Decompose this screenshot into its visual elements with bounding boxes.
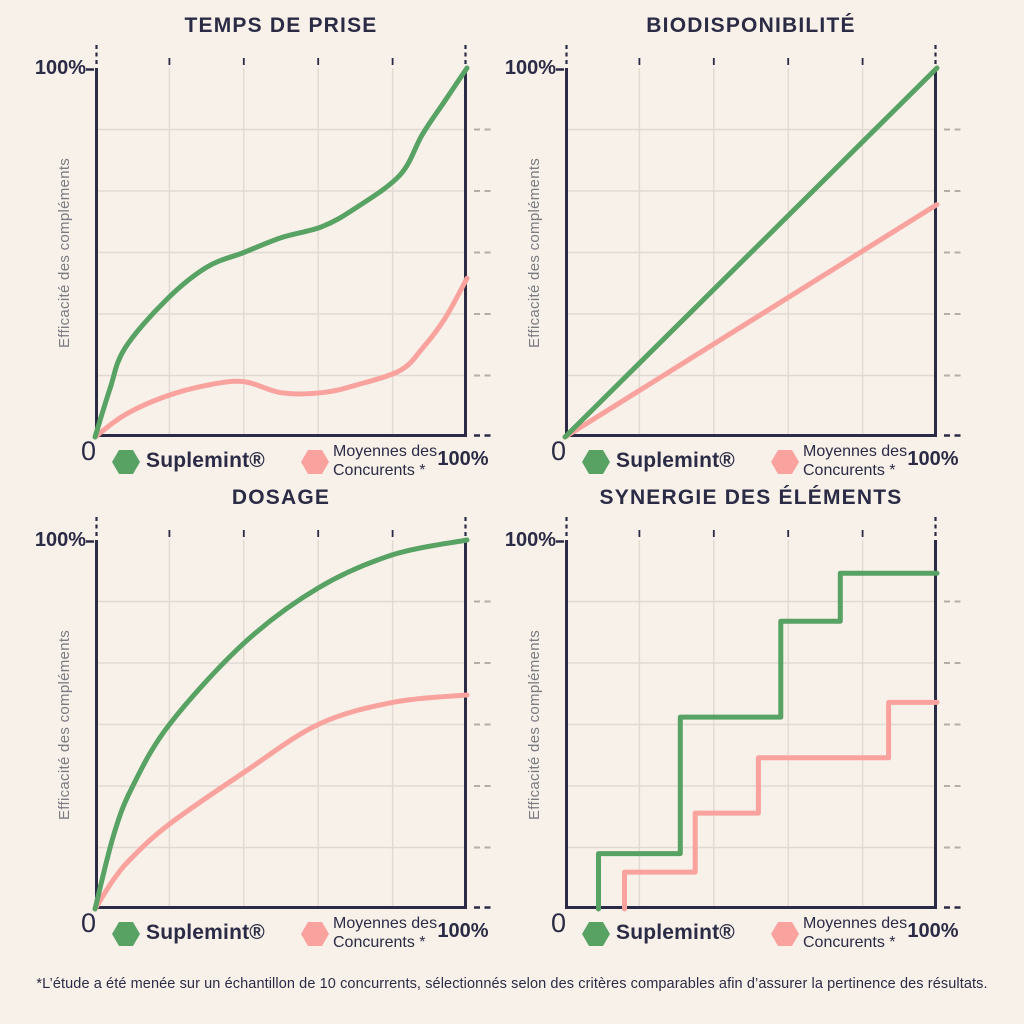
y-axis-max-label: 100% — [34, 57, 86, 79]
x-axis-max-label: 100% — [907, 920, 959, 942]
plot-area — [86, 45, 492, 440]
competitors-hexagon-icon — [301, 922, 329, 946]
chart-title: DOSAGE — [231, 486, 331, 509]
legend-suplemint-label: Suplemint® — [616, 921, 735, 944]
x-axis-max-label: 100% — [437, 448, 489, 470]
footnote: *L’étude a été menée sur un échantillon … — [36, 976, 988, 992]
plot-area — [556, 45, 962, 440]
origin-label: 0 — [80, 908, 96, 938]
legend-competitors-label: Moyennes des Concurents * — [333, 443, 438, 479]
legend-suplemint-label: Suplemint® — [146, 921, 265, 944]
chart-block: DOSAGE 100% Efficacité des compléments 0… — [0, 472, 512, 964]
competitors-hexagon-icon — [771, 922, 799, 946]
suplemint-hexagon-icon — [112, 450, 140, 474]
plot-area — [86, 517, 492, 912]
plot-area — [556, 517, 962, 912]
chart-block: TEMPS DE PRISE 100% Efficacité des compl… — [0, 0, 512, 492]
chart-title: SYNERGIE DES ÉLÉMENTS — [599, 486, 903, 509]
chart-title: BIODISPONIBILITÉ — [646, 14, 856, 37]
suplemint-hexagon-icon — [582, 450, 610, 474]
x-axis-max-label: 100% — [907, 448, 959, 470]
x-axis-max-label: 100% — [437, 920, 489, 942]
legend-competitors-label: Moyennes des Concurents * — [803, 915, 908, 951]
y-axis-title: Efficacité des compléments — [526, 157, 543, 349]
suplemint-hexagon-icon — [582, 922, 610, 946]
y-axis-max-label: 100% — [34, 529, 86, 551]
y-axis-title: Efficacité des compléments — [56, 629, 73, 821]
legend-competitors-label: Moyennes des Concurents * — [803, 443, 908, 479]
legend-competitors-label: Moyennes des Concurents * — [333, 915, 438, 951]
legend-suplemint-label: Suplemint® — [616, 449, 735, 472]
origin-label: 0 — [550, 908, 566, 938]
y-axis-max-label: 100% — [504, 57, 556, 79]
competitors-hexagon-icon — [301, 450, 329, 474]
origin-label: 0 — [550, 436, 566, 466]
chart-block: SYNERGIE DES ÉLÉMENTS 100% Efficacité de… — [470, 472, 982, 964]
y-axis-title: Efficacité des compléments — [56, 157, 73, 349]
origin-label: 0 — [80, 436, 96, 466]
suplemint-hexagon-icon — [112, 922, 140, 946]
y-axis-title: Efficacité des compléments — [526, 629, 543, 821]
y-axis-max-label: 100% — [504, 529, 556, 551]
chart-block: BIODISPONIBILITÉ 100% Efficacité des com… — [470, 0, 982, 492]
competitors-hexagon-icon — [771, 450, 799, 474]
legend-suplemint-label: Suplemint® — [146, 449, 265, 472]
chart-title: TEMPS DE PRISE — [184, 14, 378, 37]
